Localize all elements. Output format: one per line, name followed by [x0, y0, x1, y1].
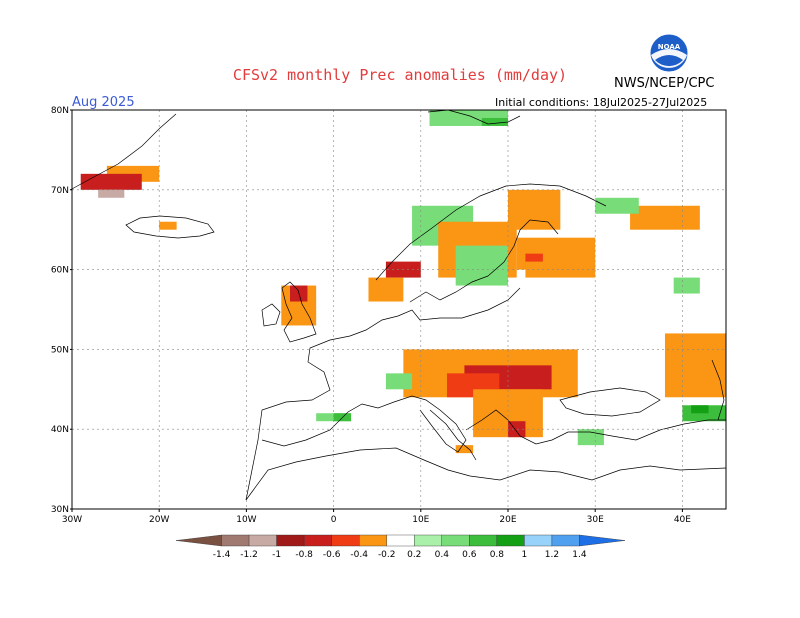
anomaly-patch: [691, 405, 709, 414]
anomaly-patch: [80, 173, 142, 190]
chart-title: CFSv2 monthly Prec anomalies (mm/day): [232, 66, 568, 84]
lon-tick-label: 30W: [62, 515, 82, 525]
legend-tick-label: -1.2: [240, 550, 258, 560]
anomaly-patches: [80, 110, 726, 454]
legend-swatch: [579, 534, 626, 547]
map-frame: [71, 109, 727, 510]
lon-tick-label: 20W: [149, 515, 169, 525]
legend-swatch: [221, 534, 250, 547]
anomaly-patch: [481, 117, 508, 126]
lat-tick-label: 80N: [51, 106, 69, 116]
anomaly-patch: [455, 245, 508, 286]
legend-swatch: [496, 534, 525, 547]
lon-tick-label: 0: [331, 515, 337, 525]
noaa-logo: NOAA: [649, 33, 689, 73]
logo-text: NOAA: [658, 43, 681, 51]
anomaly-patch: [508, 421, 526, 438]
anomaly-patch: [595, 197, 639, 214]
lon-tick-label: 40E: [674, 515, 691, 525]
month-label: Aug 2025: [72, 95, 135, 110]
legend-swatch: [276, 534, 305, 547]
graticule: [72, 110, 726, 509]
legend-tick-label: -1: [272, 550, 281, 560]
lon-tick-labels: 30W 20W 10W 0 10E 20E 30E 40E: [62, 509, 691, 525]
legend-swatch: [331, 534, 360, 547]
legend-tick-label: 0.4: [435, 550, 450, 560]
lat-tick-label: 40N: [51, 425, 69, 435]
legend-tick-label: 0.2: [407, 550, 421, 560]
lat-tick-label: 30N: [51, 505, 69, 515]
anomaly-patch: [385, 373, 413, 390]
lat-tick-label: 50N: [51, 345, 69, 355]
legend-swatch: [551, 534, 580, 547]
legend-tick-label: -0.2: [378, 550, 396, 560]
anomaly-patch: [368, 277, 404, 302]
lon-tick-label: 10E: [412, 515, 429, 525]
legend-swatch: [414, 534, 442, 547]
legend-tick-label: -0.6: [323, 550, 341, 560]
anomaly-patch: [577, 429, 604, 446]
lat-tick-label: 60N: [51, 266, 69, 276]
legend-swatch: [386, 534, 415, 547]
legend-swatch: [303, 534, 332, 547]
legend-swatch: [524, 534, 553, 547]
anomaly-patch: [525, 261, 596, 278]
legend-swatch: [469, 534, 498, 547]
anomaly-patch: [455, 445, 474, 454]
anomaly-patch: [508, 189, 561, 230]
legend-tick-label: -0.4: [350, 550, 368, 560]
legend-tick-label: 0.8: [490, 550, 505, 560]
anomaly-patch: [630, 205, 700, 230]
agency-label: NWS/NCEP/CPC: [614, 76, 715, 91]
legend-swatch: [359, 534, 387, 547]
lon-tick-label: 30E: [587, 515, 604, 525]
legend-tick-label: -1.4: [213, 550, 231, 560]
lat-tick-labels: 30N 40N 50N 60N 70N 80N: [51, 106, 72, 515]
initial-conditions: Initial conditions: 18Jul2025-27Jul2025: [495, 96, 708, 109]
anomaly-patch: [673, 277, 700, 294]
legend-tick-label: 1.2: [545, 550, 559, 560]
legend-tick-label: 1.4: [572, 550, 587, 560]
anomaly-patch: [98, 189, 125, 198]
anomaly-patch: [664, 333, 726, 398]
lon-tick-label: 10W: [236, 515, 256, 525]
legend-swatch: [175, 534, 222, 547]
legend-swatch: [441, 534, 470, 547]
anomaly-patch: [159, 221, 177, 230]
legend-tick-label: 0.6: [462, 550, 477, 560]
legend-swatch: [248, 534, 277, 547]
lon-tick-label: 20E: [499, 515, 516, 525]
legend-tick-label: 1: [522, 550, 528, 560]
legend-tick-label: -0.8: [295, 550, 313, 560]
lat-tick-label: 70N: [51, 186, 69, 196]
color-legend: -1.4 -1.2 -1 -0.8 -0.6 -0.4 -0.2 0.2 0.4 0.6 0.8 1 1…: [175, 534, 626, 560]
coastlines: [69, 109, 727, 501]
